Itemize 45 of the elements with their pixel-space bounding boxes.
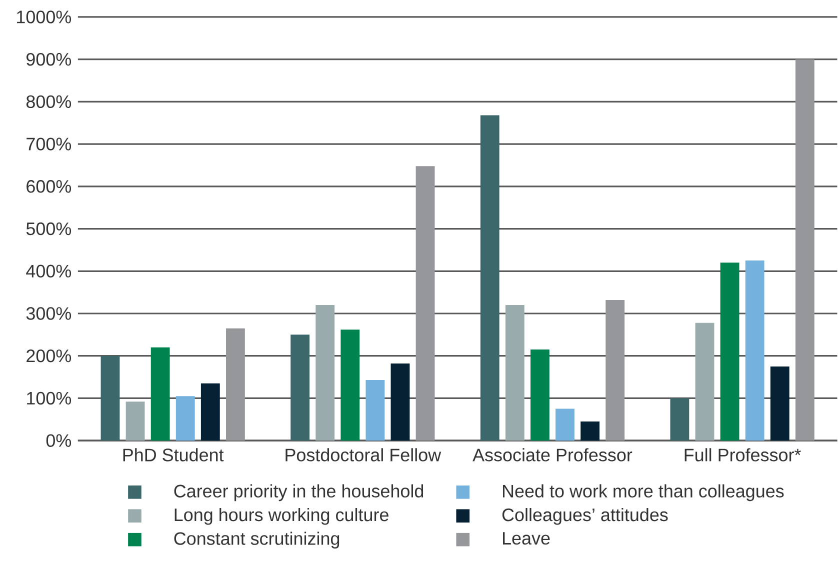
bar [200,383,220,440]
bar [720,262,740,440]
legend-label: Need to work more than colleagues [503,484,784,501]
bar [480,115,500,440]
bar [366,380,385,440]
y-tick-label: 700% [26,137,72,150]
x-tick-label: Postdoctoral Fellow [286,448,442,462]
bar [745,260,764,440]
legend-label: Colleagues’ attitudes [502,508,668,525]
legend-label: Leave [503,532,550,544]
bar [100,356,120,440]
y-tick-label: 900% [26,52,72,66]
y-tick-label: 600% [26,180,72,193]
bar [580,421,600,440]
bar [316,304,335,440]
x-tick-label: Full Professor* [684,448,801,462]
x-tick-label: PhD Student [123,448,224,462]
y-tick-label: 300% [26,306,72,320]
bar [505,304,524,440]
legend-label: Constant scrutinizing [174,532,340,548]
bar [530,349,550,440]
legend-label: Career priority in the household [174,484,424,501]
bar [695,322,714,440]
y-tick-label: 800% [26,95,72,108]
bar [795,59,814,440]
y-tick-label: 500% [26,222,72,235]
bar [150,347,170,440]
bar [556,408,574,440]
bar [126,401,145,440]
bar [606,300,625,440]
bar [416,166,435,440]
bar [670,398,690,440]
bar [290,334,310,440]
bar [176,396,195,440]
y-tick-label: 0% [46,434,72,447]
y-tick-label: 100% [27,392,72,404]
legend-label: Long hours working culture [174,508,388,525]
y-tick-label: 200% [26,349,72,362]
y-tick-label: 400% [26,264,72,278]
y-tick-label: 1000% [17,10,72,24]
bar [390,363,410,440]
x-tick-label: Associate Professor [472,448,632,462]
bar [226,328,245,440]
bar [770,366,790,440]
bar [340,329,360,440]
